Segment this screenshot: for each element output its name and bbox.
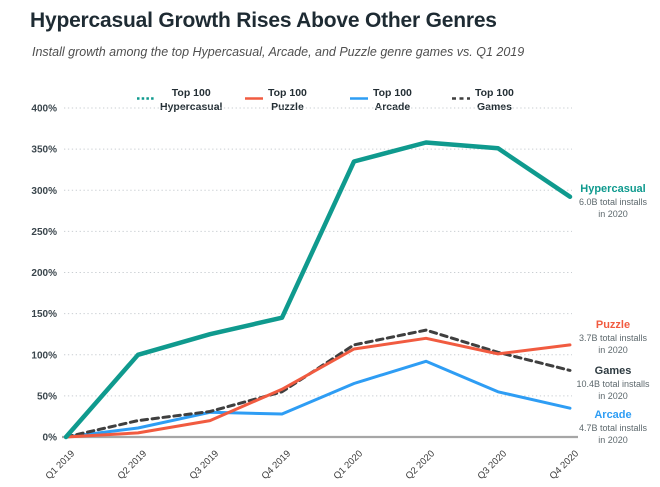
- annotation-label: Hypercasual: [580, 183, 646, 195]
- legend-swatch-hypercasual: [137, 97, 155, 100]
- y-tick-label: 50%: [37, 391, 57, 402]
- x-tick-label: Q1 2019: [44, 448, 78, 482]
- legend-label: Top 100 Hypercasual: [160, 86, 222, 114]
- annotation-period: in 2020: [598, 390, 628, 401]
- annotation-period: in 2020: [598, 344, 628, 355]
- legend-item-puzzle: Top 100 Puzzle: [242, 86, 310, 114]
- legend-swatch-puzzle: [245, 97, 263, 100]
- x-tick-label: Q4 2019: [260, 448, 294, 482]
- legend-label: Top 100 Puzzle: [268, 86, 307, 114]
- legend-label-line1: Top 100: [475, 87, 514, 99]
- annotation-installs: 3.7B total installs: [578, 333, 648, 343]
- x-tick-label: Q1 2020: [332, 448, 366, 482]
- y-tick-label: 300%: [31, 186, 57, 197]
- annotation-hypercasual: Hypercasual 6.0B total installs in 2020: [570, 183, 656, 220]
- legend-swatch-games: [452, 97, 470, 100]
- annotation-installs: 6.0B total installs: [578, 197, 648, 207]
- annotation-detail: 10.4B total installs in 2020: [570, 379, 656, 402]
- y-tick-label: 0%: [43, 433, 58, 444]
- line-top-100-arcade: [64, 359, 572, 439]
- annotation-label: Arcade: [594, 409, 632, 421]
- y-tick-label: 150%: [31, 309, 57, 320]
- legend-swatch-arcade: [350, 97, 368, 100]
- legend-label-line2: Games: [476, 101, 512, 113]
- y-tick-label: 250%: [31, 227, 57, 238]
- chart-canvas: 0% 50% 100% 150% 200% 250% 300% 350% 400% Q1 2019…: [31, 104, 582, 482]
- annotation-puzzle: Puzzle 3.7B total installs in 2020: [570, 319, 656, 356]
- annotation-period: in 2020: [598, 208, 628, 219]
- y-tick-label: 350%: [31, 145, 57, 156]
- line-top-100-games: [64, 328, 572, 439]
- page-title: Hypercasual Growth Rises Above Other Gen…: [30, 9, 497, 32]
- annotation-detail: 3.7B total installs in 2020: [570, 333, 656, 356]
- annotation-games: Games 10.4B total installs in 2020: [570, 365, 656, 402]
- annotation-installs: 10.4B total installs: [576, 379, 650, 389]
- annotation-installs: 4.7B total installs: [578, 423, 648, 433]
- annotation-arcade: Arcade 4.7B total installs in 2020: [570, 409, 656, 446]
- annotation-label: Puzzle: [595, 319, 631, 331]
- x-tick-label: Q2 2019: [116, 448, 150, 482]
- y-tick-label: 100%: [31, 350, 57, 361]
- y-tick-label: 400%: [31, 104, 57, 115]
- legend-label-line1: Top 100: [268, 87, 307, 99]
- y-tick-label: 200%: [31, 268, 57, 279]
- x-tick-label: Q2 2020: [404, 448, 438, 482]
- legend-label-line2: Arcade: [374, 101, 411, 113]
- legend-label-line1: Top 100: [373, 87, 412, 99]
- legend-item-games: Top 100 Games: [449, 86, 517, 114]
- annotation-detail: 4.7B total installs in 2020: [570, 423, 656, 446]
- x-tick-label: Q3 2019: [188, 448, 222, 482]
- legend-label: Top 100 Games: [475, 86, 514, 114]
- x-tick-label: Q3 2020: [476, 448, 510, 482]
- legend-item-hypercasual: Top 100 Hypercasual: [134, 86, 226, 114]
- line-top-100-puzzle: [64, 336, 572, 439]
- page-subtitle: Install growth among the top Hypercasual…: [32, 45, 525, 59]
- line-top-100-hypercasual: [63, 140, 573, 440]
- legend-label: Top 100 Arcade: [373, 86, 412, 114]
- legend-label-line2: Puzzle: [271, 101, 304, 113]
- legend-item-arcade: Top 100 Arcade: [347, 86, 415, 114]
- legend-label-line1: Top 100: [171, 87, 211, 99]
- annotation-label: Games: [594, 365, 632, 377]
- x-tick-label: Q4 2020: [548, 448, 582, 482]
- legend-label-line2: Hypercasual: [160, 101, 223, 113]
- annotation-period: in 2020: [598, 434, 628, 445]
- annotation-detail: 6.0B total installs in 2020: [570, 197, 656, 220]
